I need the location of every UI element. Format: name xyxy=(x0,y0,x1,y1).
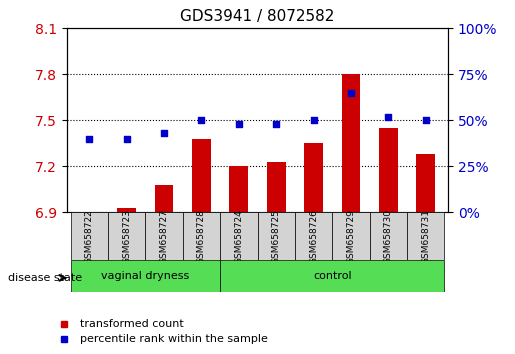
Point xyxy=(85,136,94,142)
Bar xyxy=(341,74,360,212)
Text: GSM658727: GSM658727 xyxy=(160,209,168,264)
Text: GDS3941 / 8072582: GDS3941 / 8072582 xyxy=(180,9,335,24)
FancyBboxPatch shape xyxy=(71,212,108,260)
Point xyxy=(235,121,243,127)
Point xyxy=(197,118,205,123)
Point xyxy=(160,130,168,136)
Text: GSM658725: GSM658725 xyxy=(272,209,281,264)
Text: transformed count: transformed count xyxy=(80,319,183,329)
FancyBboxPatch shape xyxy=(370,212,407,260)
Bar xyxy=(416,154,435,212)
Text: GSM658724: GSM658724 xyxy=(234,209,243,264)
Bar xyxy=(117,208,136,212)
Bar xyxy=(230,166,248,212)
FancyBboxPatch shape xyxy=(332,212,370,260)
Point xyxy=(384,114,392,120)
Text: control: control xyxy=(313,271,352,281)
Bar xyxy=(267,162,285,212)
FancyBboxPatch shape xyxy=(295,212,332,260)
Bar xyxy=(192,139,211,212)
Text: GSM658728: GSM658728 xyxy=(197,209,206,264)
FancyBboxPatch shape xyxy=(220,212,258,260)
Text: GSM658722: GSM658722 xyxy=(85,209,94,264)
FancyBboxPatch shape xyxy=(183,212,220,260)
Text: GSM658723: GSM658723 xyxy=(122,209,131,264)
Bar xyxy=(154,185,174,212)
FancyBboxPatch shape xyxy=(220,260,444,292)
Point xyxy=(123,136,131,142)
Point xyxy=(347,90,355,96)
Text: GSM658729: GSM658729 xyxy=(347,209,355,264)
Text: GSM658726: GSM658726 xyxy=(309,209,318,264)
Point xyxy=(272,121,280,127)
Point xyxy=(310,118,318,123)
Bar xyxy=(304,143,323,212)
Text: vaginal dryness: vaginal dryness xyxy=(101,271,190,281)
Point xyxy=(421,118,430,123)
FancyBboxPatch shape xyxy=(258,212,295,260)
Text: percentile rank within the sample: percentile rank within the sample xyxy=(80,334,268,344)
FancyBboxPatch shape xyxy=(407,212,444,260)
FancyBboxPatch shape xyxy=(108,212,145,260)
Text: disease state: disease state xyxy=(8,273,82,283)
Bar xyxy=(379,128,398,212)
Text: GSM658730: GSM658730 xyxy=(384,209,393,264)
Text: GSM658731: GSM658731 xyxy=(421,209,430,264)
FancyBboxPatch shape xyxy=(145,212,183,260)
FancyBboxPatch shape xyxy=(71,260,220,292)
